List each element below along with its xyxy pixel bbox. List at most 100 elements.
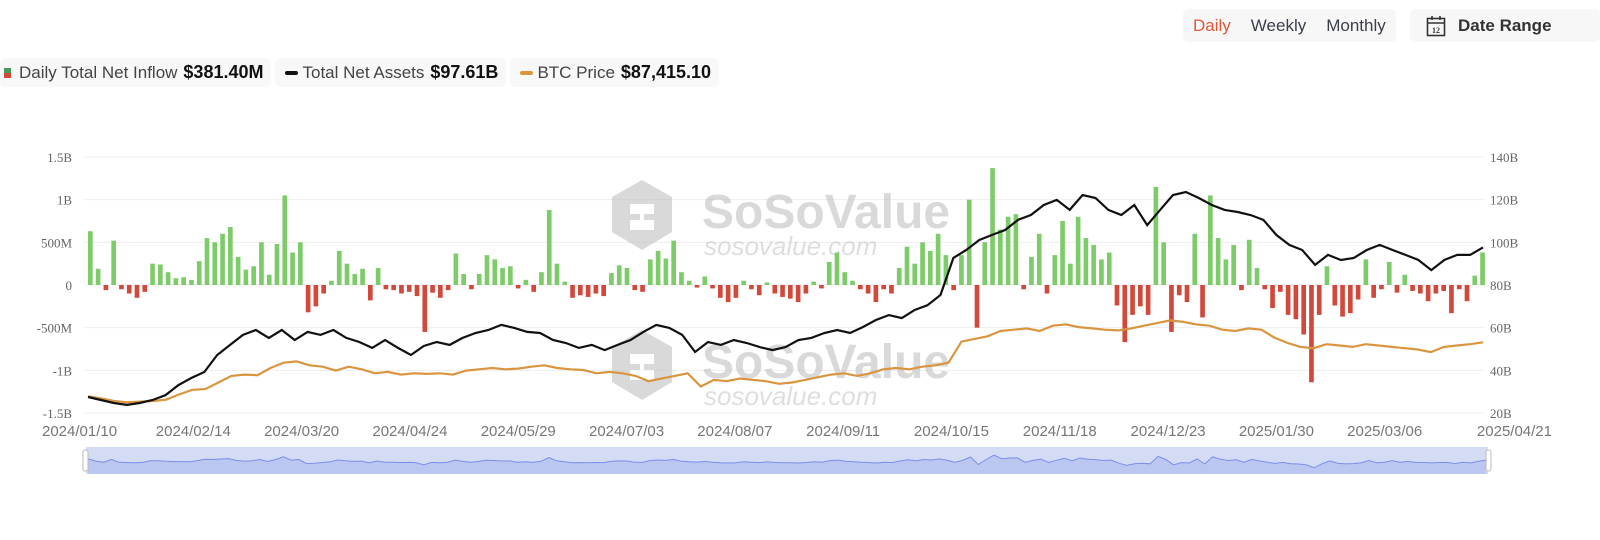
inflow-bar xyxy=(788,285,793,299)
inflow-bar xyxy=(966,199,972,285)
inflow-bar xyxy=(438,285,443,298)
date-range-button[interactable]: 12 Date Range xyxy=(1410,9,1600,42)
inflow-bar xyxy=(204,238,210,285)
inflow-bar xyxy=(391,285,396,291)
inflow-bar xyxy=(998,229,1003,285)
inflow-bar xyxy=(235,256,241,285)
inflow-bar xyxy=(368,285,373,301)
x-tick: 2024/03/20 xyxy=(264,423,339,440)
inflow-bar xyxy=(1262,285,1268,290)
y-left-tick: 0 xyxy=(66,278,73,293)
inflow-bar xyxy=(889,285,894,294)
inflow-bar xyxy=(1075,216,1081,285)
inflow-bar xyxy=(1036,233,1042,285)
x-tick: 2024/09/11 xyxy=(806,423,880,440)
inflow-bar xyxy=(1371,285,1376,298)
period-weekly[interactable]: Weekly xyxy=(1250,15,1307,35)
inflow-bar xyxy=(609,273,614,285)
total-net-assets-line xyxy=(87,190,1484,407)
inflow-bar xyxy=(142,285,148,292)
inflow-bar xyxy=(1278,285,1283,292)
inflow-bar xyxy=(1192,233,1198,285)
inflow-bar xyxy=(811,281,816,285)
inflow-bar xyxy=(959,255,964,285)
period-daily[interactable]: Daily xyxy=(1193,15,1231,35)
inflow-bar xyxy=(1410,285,1415,291)
inflow-bar xyxy=(1029,256,1034,285)
inflow-bar xyxy=(173,278,179,285)
inflow-bar xyxy=(679,272,684,285)
inflow-bar xyxy=(1464,285,1470,302)
inflow-bar xyxy=(1441,285,1446,291)
inflow-bar xyxy=(344,263,350,285)
inflow-bar xyxy=(1449,285,1454,314)
inflow-bar xyxy=(321,285,326,294)
inflow-bar xyxy=(554,263,560,285)
legend-inflow-value: $381.40M xyxy=(183,62,264,82)
inflow-bar xyxy=(469,285,474,290)
period-toggle: Daily Weekly Monthly xyxy=(1183,9,1396,42)
inflow-bar xyxy=(624,267,630,285)
inflow-bar xyxy=(1060,221,1065,285)
inflow-bar xyxy=(119,285,124,290)
inflow-bar xyxy=(313,285,319,307)
inflow-bar xyxy=(702,276,708,285)
inflow-bar xyxy=(515,285,521,289)
x-tick: 2025/04/21 xyxy=(1477,423,1552,440)
inflow-bar xyxy=(671,240,676,285)
inflow-bar xyxy=(305,285,311,313)
inflow-bar xyxy=(546,209,552,285)
inflow-bar xyxy=(834,252,840,285)
inflow-bar xyxy=(990,168,995,285)
inflow-bar xyxy=(1153,186,1159,285)
inflow-bar xyxy=(1480,252,1485,285)
inflow-bar xyxy=(951,285,956,291)
inflow-bar xyxy=(1099,259,1104,285)
inflow-bar xyxy=(881,285,886,290)
inflow-bar xyxy=(562,281,568,285)
inflow-bar xyxy=(1301,285,1306,335)
navigator-right-handle[interactable] xyxy=(1485,449,1492,472)
inflow-bar xyxy=(228,226,233,285)
inflow-bar xyxy=(1044,285,1050,294)
inflow-bar xyxy=(1285,285,1291,315)
inflow-bar xyxy=(422,285,428,332)
navigator-scrollbar[interactable] xyxy=(82,447,1492,474)
legend-inflow[interactable]: Daily Total Net Inflow $381.40M xyxy=(0,58,272,87)
inflow-bar xyxy=(539,272,544,285)
y-left-tick: 1.5B xyxy=(47,150,72,165)
inflow-bar xyxy=(865,285,871,294)
inflow-bar xyxy=(826,261,832,285)
y-right-tick: 40B xyxy=(1490,363,1512,378)
legend-btc[interactable]: BTC Price $87,415.10 xyxy=(510,58,719,87)
inflow-bar xyxy=(492,259,498,285)
inflow-bar xyxy=(655,250,661,285)
legend-assets[interactable]: Total Net Assets $97.61B xyxy=(275,58,507,87)
inflow-bar xyxy=(453,253,459,285)
inflow-bar xyxy=(764,282,770,285)
inflow-bar xyxy=(943,255,949,285)
inflow-bar xyxy=(928,250,933,285)
y-left-tick: -500M xyxy=(37,321,73,336)
y-right-tick: 60B xyxy=(1490,321,1512,336)
inflow-bar xyxy=(1161,242,1166,285)
inflow-bar xyxy=(430,285,435,293)
legend-inflow-label: Daily Total Net Inflow xyxy=(19,62,178,82)
inflow-bar xyxy=(1270,285,1275,309)
inflow-bar xyxy=(1456,285,1462,290)
watermark-url: sosovalue.com xyxy=(704,381,877,411)
inflow-bar xyxy=(406,285,412,292)
inflow-bar xyxy=(1425,285,1431,302)
inflow-bar xyxy=(1363,259,1369,285)
inflow-bar xyxy=(733,285,739,298)
inflow-bar xyxy=(1394,285,1400,293)
x-tick: 2024/10/15 xyxy=(914,423,989,440)
period-monthly[interactable]: Monthly xyxy=(1326,15,1386,35)
navigator-left-handle[interactable] xyxy=(82,449,89,472)
inflow-bar xyxy=(585,285,591,297)
inflow-bar xyxy=(593,285,599,294)
inflow-bar xyxy=(1122,285,1128,343)
inflow-bar xyxy=(1130,285,1135,315)
inflow-bar xyxy=(484,255,490,285)
y-right-tick: 120B xyxy=(1490,193,1519,208)
